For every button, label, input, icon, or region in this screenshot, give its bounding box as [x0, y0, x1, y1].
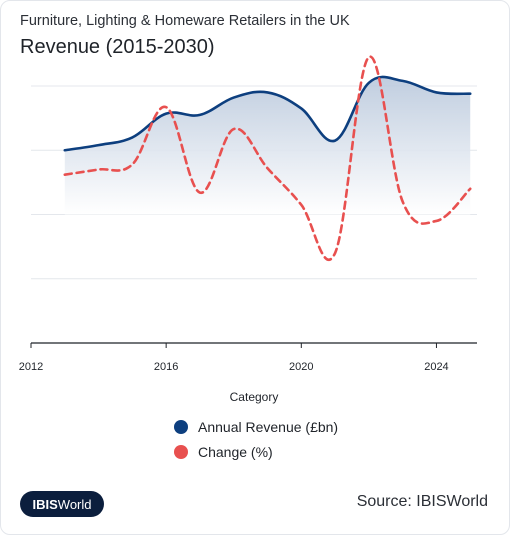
legend-item-change[interactable]: Change (%) [174, 442, 273, 462]
series-area-revenue [64, 76, 471, 215]
chart-title: Revenue (2015-2030) [20, 36, 215, 58]
series-line-revenue [63, 75, 472, 152]
line-chart: 2012 2016 2020 2024 Category [19, 55, 477, 404]
chart-subtitle: Furniture, Lighting & Homeware Retailers… [20, 13, 350, 29]
x-tick-label: 2016 [154, 361, 178, 373]
x-tick-label: 2024 [424, 361, 448, 373]
source-text: Source: IBISWorld [356, 493, 488, 510]
legend-swatch-change [174, 445, 188, 459]
x-tick-label: 2020 [289, 361, 313, 373]
x-axis-label: Category [230, 390, 279, 404]
ibisworld-logo: IBIS World [20, 491, 104, 517]
legend-label-revenue: Annual Revenue (£bn) [198, 419, 339, 435]
logo-text-bold: IBIS [32, 496, 58, 512]
legend-swatch-revenue [174, 420, 188, 434]
x-axis: 2012 2016 2020 2024 [19, 342, 477, 373]
logo-text-rest: World [57, 496, 92, 512]
series-lines [63, 55, 472, 262]
series-line-change [63, 55, 472, 262]
legend-label-change: Change (%) [198, 444, 273, 460]
legend-item-revenue[interactable]: Annual Revenue (£bn) [174, 417, 338, 437]
revenue-area [64, 76, 471, 215]
x-tick-label: 2012 [19, 361, 43, 373]
